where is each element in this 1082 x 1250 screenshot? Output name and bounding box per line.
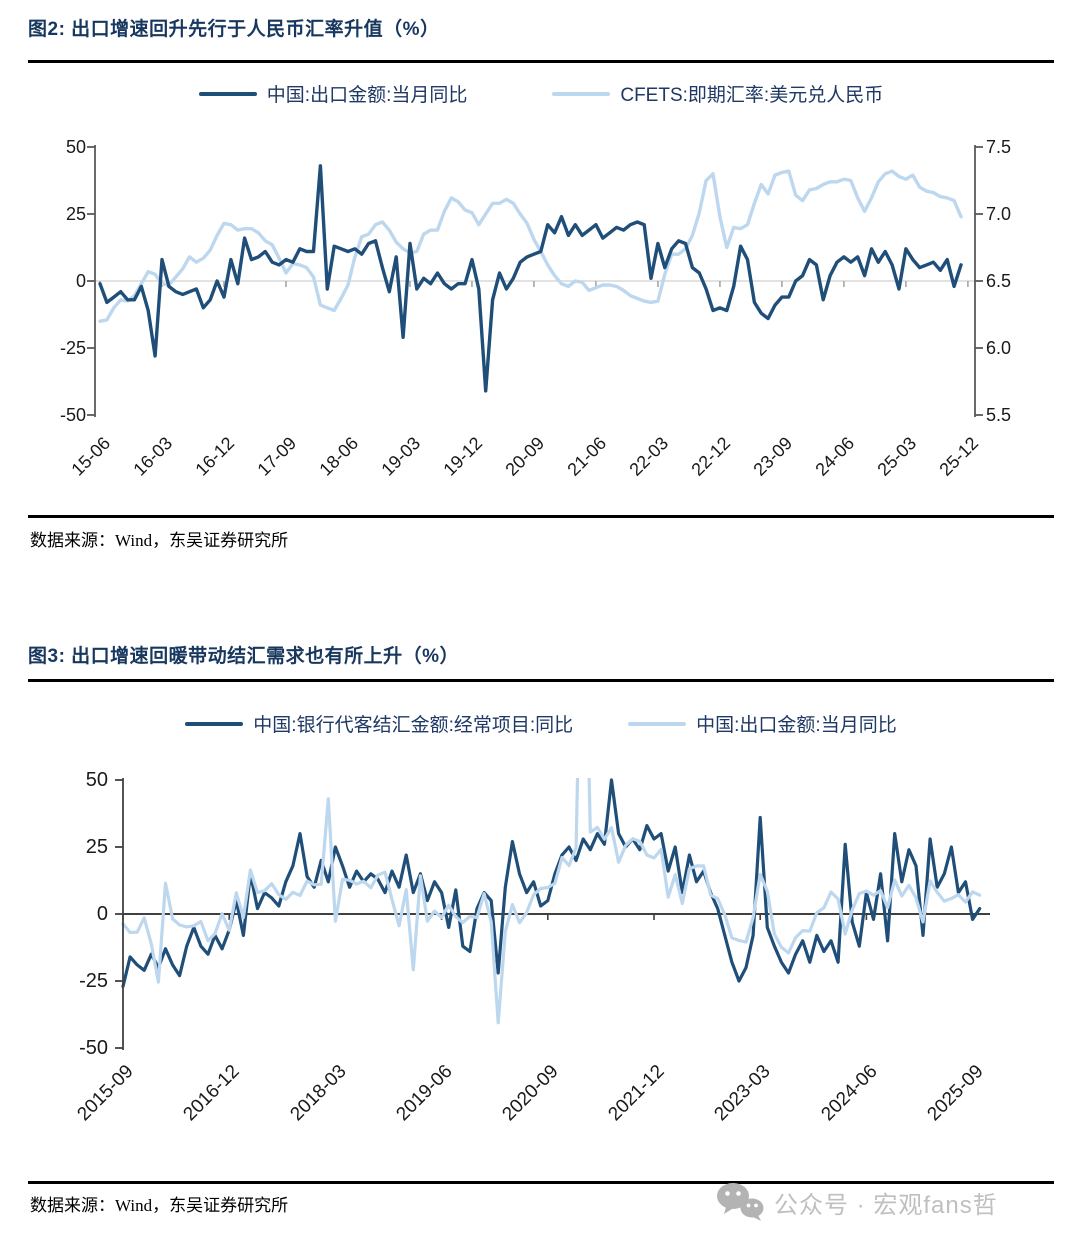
y-axis-tick-label: 7.0 [986, 204, 1012, 224]
legend-label: CFETS:即期汇率:美元兑人民币 [620, 85, 884, 106]
y-axis-tick-label: 25 [65, 204, 86, 224]
figure3-title: 图3: 出口增速回暖带动结汇需求也有所上升（%） [28, 646, 460, 667]
series-line-0 [98, 164, 963, 393]
y-axis-tick-label: 25 [85, 836, 108, 858]
figure2-chart [87, 145, 983, 417]
series-line-0 [121, 778, 982, 988]
y-axis-tick-label: 50 [65, 137, 86, 157]
y-axis-tick-label: -50 [79, 1037, 108, 1059]
y-axis-tick-label: 7.5 [986, 137, 1012, 157]
figure3-source: 数据来源：Wind，东吴证券研究所 [30, 1196, 289, 1215]
figure2-legend: 中国:出口金额:当月同比 CFETS:即期汇率:美元兑人民币 [28, 80, 1054, 107]
figure2-title: 图2: 出口增速回升先行于人民币汇率升值（%） [28, 19, 440, 40]
line-swatch [198, 91, 257, 96]
figure3-chart [115, 778, 990, 1050]
legend-label: 中国:出口金额:当月同比 [266, 85, 468, 106]
y-axis-tick-label: -25 [59, 338, 86, 358]
line-swatch [628, 721, 687, 726]
figure2-bottom-rule [28, 515, 1054, 518]
legend-label: 中国:出口金额:当月同比 [696, 715, 897, 736]
line-swatch [552, 91, 611, 96]
wechat-watermark: 公众号 · 宏观fans哲 [716, 1182, 998, 1222]
y-axis-tick-label: -25 [79, 970, 108, 992]
watermark-text: 公众号 · 宏观fans哲 [774, 1191, 998, 1219]
y-axis-tick-label: 0 [75, 271, 86, 291]
figure2-legend-item-export: 中国:出口金额:当月同比 [198, 80, 468, 107]
y-axis-tick-label: 6.0 [986, 338, 1012, 358]
y-axis-tick-label: 50 [85, 769, 108, 791]
figure3-bottom-rule [28, 1181, 1054, 1184]
figure3-legend-item-export: 中国:出口金额:当月同比 [628, 710, 897, 737]
figure2-legend-item-cfets: CFETS:即期汇率:美元兑人民币 [552, 80, 883, 107]
legend-label: 中国:银行代客结汇金额:经常项目:同比 [253, 715, 574, 736]
y-axis-tick-label: -50 [59, 405, 86, 425]
y-axis-tick-label: 6.5 [986, 271, 1012, 291]
y-axis-tick-label: 5.5 [986, 405, 1012, 425]
figure3-title-rule [28, 679, 1054, 682]
series-line-1 [121, 778, 982, 1025]
wechat-icon [717, 1183, 764, 1221]
line-swatch [185, 721, 244, 726]
figure3-legend: 中国:银行代客结汇金额:经常项目:同比 中国:出口金额:当月同比 [28, 710, 1054, 737]
series-line-1 [98, 169, 963, 323]
figure3-legend-item-settlement: 中国:银行代客结汇金额:经常项目:同比 [185, 710, 573, 737]
figure2-source: 数据来源：Wind，东吴证券研究所 [30, 531, 289, 550]
figure2-title-rule [28, 60, 1054, 63]
y-axis-tick-label: 0 [96, 903, 108, 925]
